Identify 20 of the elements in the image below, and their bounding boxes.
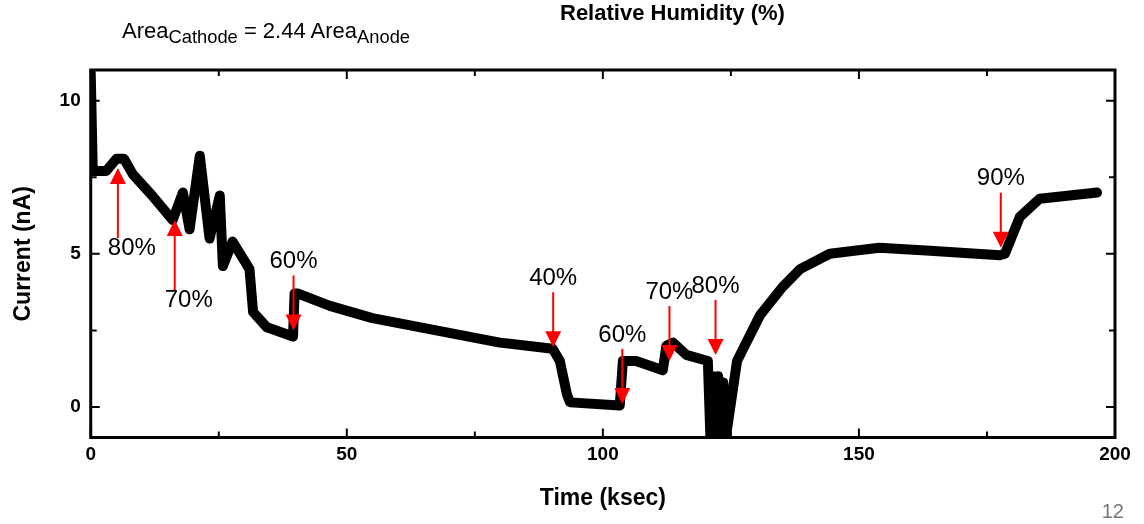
y-tick-label: 10 xyxy=(59,88,81,110)
x-tick-label: 50 xyxy=(336,443,358,465)
x-tick-label: 200 xyxy=(1099,443,1131,465)
text: 12 xyxy=(1101,500,1124,523)
chart-title: Relative Humidity (%) xyxy=(560,0,785,26)
annotation: 60% xyxy=(269,246,318,274)
annotation: 70% xyxy=(164,284,213,312)
y-axis-title: Current (nA) xyxy=(9,186,36,322)
annotation: 40% xyxy=(529,262,578,290)
x-tick-label: 100 xyxy=(587,443,619,465)
y-tick-label: 0 xyxy=(70,395,81,417)
annotation: 90% xyxy=(976,163,1025,191)
x-tick-label: 0 xyxy=(85,443,97,465)
y-tick-label: 5 xyxy=(70,242,82,264)
annotation: 80% xyxy=(107,232,156,260)
text: Area$_{Cathode}$ = 2.44 Area$_{Anode}$ xyxy=(122,18,411,49)
annotation: 70% xyxy=(645,276,694,304)
x-tick-label: 150 xyxy=(843,443,875,465)
annotation: 60% xyxy=(598,319,647,347)
x-axis-title: Time (ksec) xyxy=(539,483,666,510)
